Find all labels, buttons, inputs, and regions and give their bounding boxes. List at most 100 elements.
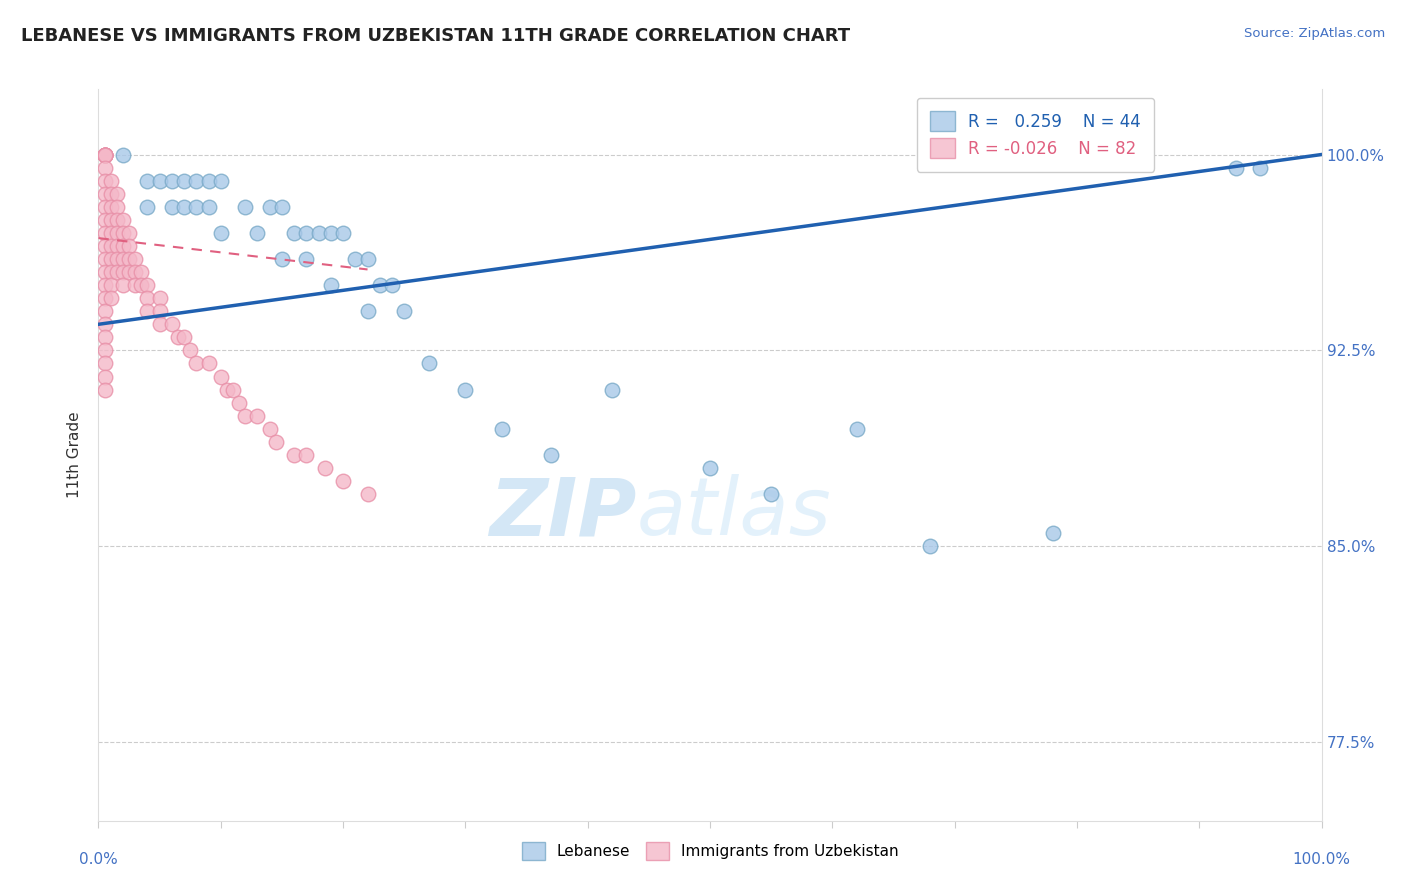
Point	[118, 265, 141, 279]
Point	[1225, 161, 1247, 175]
Point	[100, 226, 122, 240]
Point	[197, 200, 219, 214]
Point	[270, 200, 294, 214]
Point	[149, 304, 172, 318]
Point	[356, 252, 378, 266]
Point	[283, 448, 305, 462]
Point	[124, 265, 146, 279]
Point	[186, 174, 208, 188]
Legend: Lebanese, Immigrants from Uzbekistan: Lebanese, Immigrants from Uzbekistan	[515, 834, 905, 868]
Point	[93, 147, 115, 161]
Point	[93, 318, 115, 332]
Point	[308, 226, 330, 240]
Point	[173, 330, 195, 344]
Point	[149, 174, 172, 188]
Point	[264, 434, 287, 449]
Point	[111, 239, 134, 253]
Point	[118, 239, 141, 253]
Point	[270, 252, 294, 266]
Point	[540, 448, 562, 462]
Text: 0.0%: 0.0%	[79, 852, 118, 867]
Point	[136, 304, 159, 318]
Point	[1249, 161, 1271, 175]
Point	[491, 422, 513, 436]
Point	[136, 200, 159, 214]
Point	[93, 226, 115, 240]
Point	[100, 291, 122, 305]
Point	[295, 226, 318, 240]
Point	[100, 239, 122, 253]
Text: ZIP: ZIP	[489, 475, 637, 552]
Point	[105, 186, 128, 201]
Point	[160, 174, 183, 188]
Point	[381, 278, 404, 293]
Point	[111, 147, 134, 161]
Point	[93, 330, 115, 344]
Point	[93, 343, 115, 358]
Point	[295, 252, 318, 266]
Point	[100, 265, 122, 279]
Point	[93, 252, 115, 266]
Point	[209, 174, 232, 188]
Point	[93, 161, 115, 175]
Point	[368, 278, 391, 293]
Point	[136, 291, 159, 305]
Point	[295, 448, 318, 462]
Point	[454, 383, 477, 397]
Point	[93, 147, 115, 161]
Point	[111, 226, 134, 240]
Point	[118, 252, 141, 266]
Point	[93, 147, 115, 161]
Point	[111, 278, 134, 293]
Point	[344, 252, 367, 266]
Point	[160, 318, 183, 332]
Point	[761, 487, 783, 501]
Point	[209, 226, 232, 240]
Point	[233, 200, 256, 214]
Point	[124, 278, 146, 293]
Point	[246, 226, 269, 240]
Point	[93, 147, 115, 161]
Point	[228, 395, 250, 409]
Point	[246, 409, 269, 423]
Point	[93, 147, 115, 161]
Point	[186, 200, 208, 214]
Point	[93, 200, 115, 214]
Point	[100, 278, 122, 293]
Point	[111, 252, 134, 266]
Point	[136, 278, 159, 293]
Point	[105, 265, 128, 279]
Point	[118, 226, 141, 240]
Point	[179, 343, 201, 358]
Point	[93, 265, 115, 279]
Point	[93, 147, 115, 161]
Point	[93, 291, 115, 305]
Point	[356, 304, 378, 318]
Point	[332, 226, 354, 240]
Point	[105, 226, 128, 240]
Point	[93, 278, 115, 293]
Point	[111, 212, 134, 227]
Text: LEBANESE VS IMMIGRANTS FROM UZBEKISTAN 11TH GRADE CORRELATION CHART: LEBANESE VS IMMIGRANTS FROM UZBEKISTAN 1…	[21, 27, 851, 45]
Point	[173, 200, 195, 214]
Point	[319, 226, 342, 240]
Point	[93, 147, 115, 161]
Text: atlas: atlas	[637, 475, 831, 552]
Point	[1042, 526, 1064, 541]
Point	[93, 186, 115, 201]
Point	[105, 252, 128, 266]
Text: Source: ZipAtlas.com: Source: ZipAtlas.com	[1244, 27, 1385, 40]
Point	[105, 200, 128, 214]
Point	[233, 409, 256, 423]
Point	[129, 278, 152, 293]
Point	[93, 212, 115, 227]
Point	[699, 461, 721, 475]
Point	[186, 356, 208, 371]
Point	[259, 422, 281, 436]
Point	[100, 212, 122, 227]
Point	[259, 200, 281, 214]
Point	[93, 239, 115, 253]
Point	[100, 186, 122, 201]
Point	[124, 252, 146, 266]
Point	[209, 369, 232, 384]
